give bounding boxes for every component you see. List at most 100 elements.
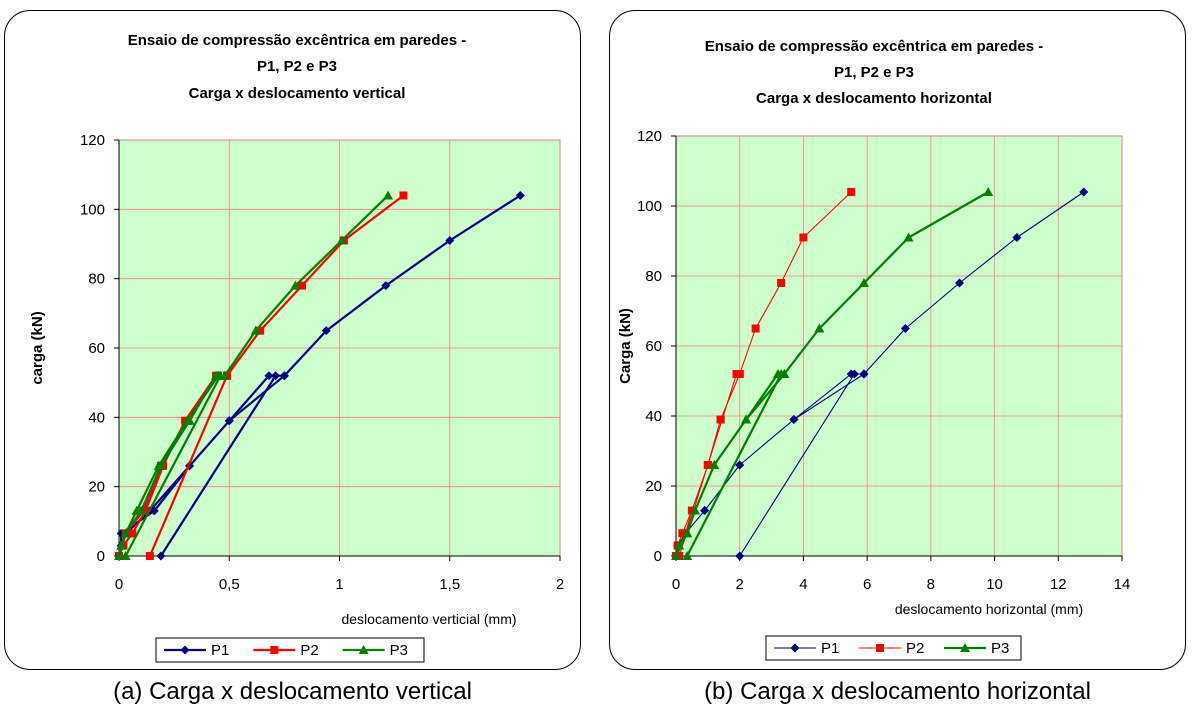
data-point-p3 <box>290 280 301 290</box>
series-p3 <box>114 190 394 560</box>
data-point-p2 <box>735 370 744 378</box>
x-tick-label: 2 <box>556 576 564 593</box>
data-point-p3 <box>671 551 681 560</box>
legend-label-p2: P2 <box>300 642 318 659</box>
x-tick-label: 6 <box>863 576 871 593</box>
data-point-p3 <box>153 460 164 470</box>
data-point-p1 <box>1012 233 1022 242</box>
data-point-p2 <box>141 506 150 515</box>
series-p3 <box>671 187 994 560</box>
y-tick-label: 100 <box>637 198 662 215</box>
data-point-p3 <box>219 370 230 380</box>
x-tick-label: 0 <box>672 576 680 593</box>
data-point-p2 <box>256 326 265 335</box>
caption-horizontal: (b) Carga x deslocamento horizontal <box>704 678 1091 705</box>
x-tick-label: 14 <box>1114 576 1131 593</box>
data-point-p3 <box>383 190 394 200</box>
data-point-p3 <box>779 369 790 378</box>
data-point-p3 <box>682 551 693 560</box>
y-tick-label: 120 <box>80 132 105 149</box>
chart-title-line: Carga x deslocamento vertical <box>189 85 406 102</box>
y-tick-label: 120 <box>637 128 662 145</box>
x-tick-label: 4 <box>799 576 807 593</box>
legend-marker-p1 <box>180 645 190 655</box>
data-point-p1 <box>264 371 274 381</box>
y-tick-label: 60 <box>645 338 662 355</box>
data-point-p2 <box>678 529 687 538</box>
data-point-p3 <box>709 460 720 469</box>
data-point-p3 <box>903 232 914 242</box>
data-point-p1 <box>381 281 391 291</box>
legend-label-p2: P2 <box>906 640 924 657</box>
legend-marker-p3 <box>358 645 369 654</box>
data-point-p1 <box>955 278 965 288</box>
data-point-p1 <box>156 551 166 561</box>
data-point-p1 <box>279 371 289 381</box>
y-tick-label: 100 <box>80 201 105 218</box>
data-point-p3 <box>983 187 994 196</box>
data-point-p3 <box>858 278 869 287</box>
data-point-p2 <box>703 461 712 469</box>
data-point-p3 <box>336 235 347 245</box>
data-point-p2 <box>145 552 154 560</box>
data-point-p3 <box>674 540 685 550</box>
legend-label-p1: P1 <box>821 640 839 657</box>
data-point-p2 <box>687 506 696 515</box>
data-point-p2 <box>799 233 808 242</box>
data-point-p1 <box>149 506 159 516</box>
data-point-p1 <box>846 369 856 379</box>
y-tick-label: 60 <box>88 340 105 357</box>
legend-marker-p3 <box>960 643 970 652</box>
data-point-p1 <box>859 369 869 379</box>
legend-label-p1: P1 <box>211 642 229 659</box>
data-point-p1 <box>735 551 745 561</box>
data-point-p2 <box>847 188 856 196</box>
x-tick-label: 10 <box>986 576 1003 593</box>
data-point-p2 <box>298 281 307 290</box>
data-point-p1 <box>515 190 525 200</box>
y-tick-label: 20 <box>88 479 105 496</box>
series-p1 <box>671 187 1089 561</box>
legend: P1 P2 P3 <box>765 635 1022 661</box>
x-tick-label: 1 <box>335 576 343 593</box>
data-point-p2 <box>128 529 137 538</box>
chart-title-line: Ensaio de compressão excêntrica em pared… <box>128 32 467 49</box>
y-tick-label: 0 <box>654 548 662 565</box>
series-line-p2 <box>675 191 852 557</box>
data-point-p1 <box>789 415 799 424</box>
data-point-p1 <box>1079 187 1089 197</box>
x-tick-label: 8 <box>927 576 935 593</box>
legend-marker-p1 <box>790 643 800 653</box>
data-point-p1 <box>321 326 331 336</box>
y-tick-label: 20 <box>645 478 662 495</box>
data-point-p3 <box>120 551 131 560</box>
data-point-p3 <box>814 323 825 333</box>
data-point-p3 <box>772 369 783 378</box>
data-point-p3 <box>116 540 127 550</box>
chart-title-line: Carga x deslocamento horizontal <box>756 90 992 107</box>
data-point-p3 <box>213 370 224 380</box>
y-axis-label: Carga (kN) <box>617 308 634 384</box>
data-point-p3 <box>690 505 701 515</box>
data-point-p3 <box>741 414 752 424</box>
data-point-p1 <box>735 460 745 470</box>
y-tick-label: 80 <box>88 271 105 288</box>
legend-label-p3: P3 <box>390 642 408 659</box>
y-tick-label: 0 <box>97 548 105 565</box>
caption-vertical: (a) Carga x deslocamento vertical <box>113 678 472 705</box>
data-point-p3 <box>114 551 124 560</box>
data-point-p2 <box>716 415 725 424</box>
data-point-p3 <box>250 325 261 335</box>
data-point-p3 <box>120 528 131 538</box>
y-tick-label: 80 <box>645 268 662 285</box>
legend: P1 P2 P3 <box>155 637 425 663</box>
chart-title-line: P1, P2 e P3 <box>834 64 914 81</box>
data-point-p3 <box>131 505 142 515</box>
legend-label-p3: P3 <box>991 640 1009 657</box>
x-tick-label: 12 <box>1050 576 1067 593</box>
data-point-p1 <box>445 236 455 246</box>
data-point-p1 <box>271 371 281 381</box>
data-point-p2 <box>399 191 408 200</box>
x-tick-label: 0,5 <box>219 576 240 593</box>
